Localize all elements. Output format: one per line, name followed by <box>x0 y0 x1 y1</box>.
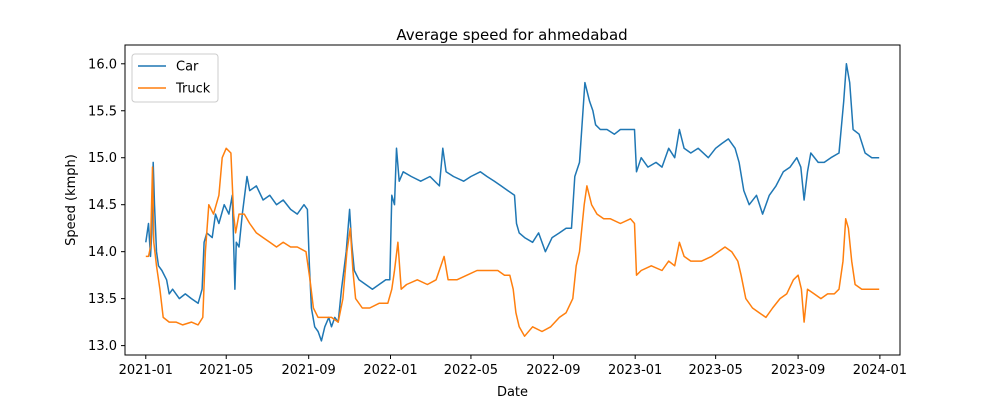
x-tick-label: 2022-05 <box>444 363 498 378</box>
series-line-truck <box>145 147 880 337</box>
legend: Car Truck <box>131 53 219 103</box>
y-tick-label: 15.0 <box>88 151 117 166</box>
y-tick-label: 16.0 <box>88 57 117 72</box>
plot-frame <box>124 44 901 356</box>
x-tick-label: 2023-05 <box>688 363 742 378</box>
y-tick-label: 14.5 <box>88 198 117 213</box>
x-tick-label: 2023-01 <box>608 363 662 378</box>
plot-area <box>145 63 880 342</box>
y-axis: 13.0 13.5 14.0 14.5 15.0 15.5 16.0 <box>88 57 125 354</box>
x-tick-label: 2021-01 <box>119 363 173 378</box>
y-tick-label: 14.0 <box>88 245 117 260</box>
x-tick-label: 2022-01 <box>363 363 417 378</box>
chart-title: Average speed for ahmedabad <box>396 26 627 44</box>
y-tick-label: 15.5 <box>88 104 117 119</box>
x-tick-label: 2021-09 <box>282 363 336 378</box>
legend-label-truck: Truck <box>175 82 211 97</box>
x-axis: 2021-01 2021-05 2021-09 2022-01 2022-05 2022-… <box>119 355 907 378</box>
x-tick-label: 2023-09 <box>771 363 825 378</box>
x-tick-label: 2022-09 <box>526 363 580 378</box>
x-tick-label: 2024-01 <box>853 363 907 378</box>
y-tick-label: 13.5 <box>88 292 117 307</box>
series-line-car <box>145 63 880 342</box>
y-tick-label: 13.0 <box>88 339 117 354</box>
x-tick-label: 2021-05 <box>199 363 253 378</box>
y-axis-label: Speed (kmph) <box>64 154 79 246</box>
x-axis-label: Date <box>497 385 528 400</box>
legend-label-car: Car <box>176 60 199 75</box>
